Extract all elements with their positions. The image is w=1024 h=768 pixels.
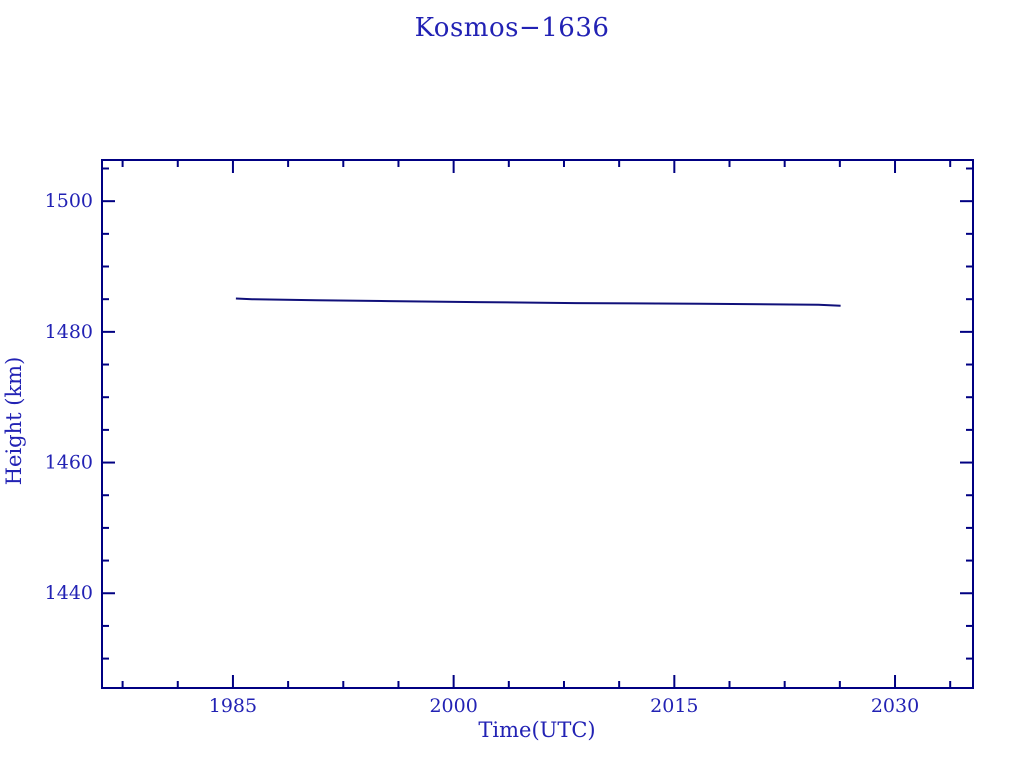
x-tick-label: 2030 xyxy=(871,695,919,717)
y-axis-label: Height (km) xyxy=(2,356,26,486)
x-axis-label: Time(UTC) xyxy=(478,718,596,742)
y-tick-label: 1500 xyxy=(45,190,93,212)
x-tick-label: 2000 xyxy=(429,695,477,717)
plot-box xyxy=(101,159,974,689)
x-tick-label: 1985 xyxy=(209,695,257,717)
chart-title: Kosmos−1636 xyxy=(414,13,610,43)
data-line-orbit-height xyxy=(235,297,841,307)
x-tick-label: 2015 xyxy=(650,695,698,717)
y-tick-label: 1440 xyxy=(45,582,93,604)
y-tick-label: 1480 xyxy=(45,321,93,343)
y-tick-label: 1460 xyxy=(45,452,93,474)
